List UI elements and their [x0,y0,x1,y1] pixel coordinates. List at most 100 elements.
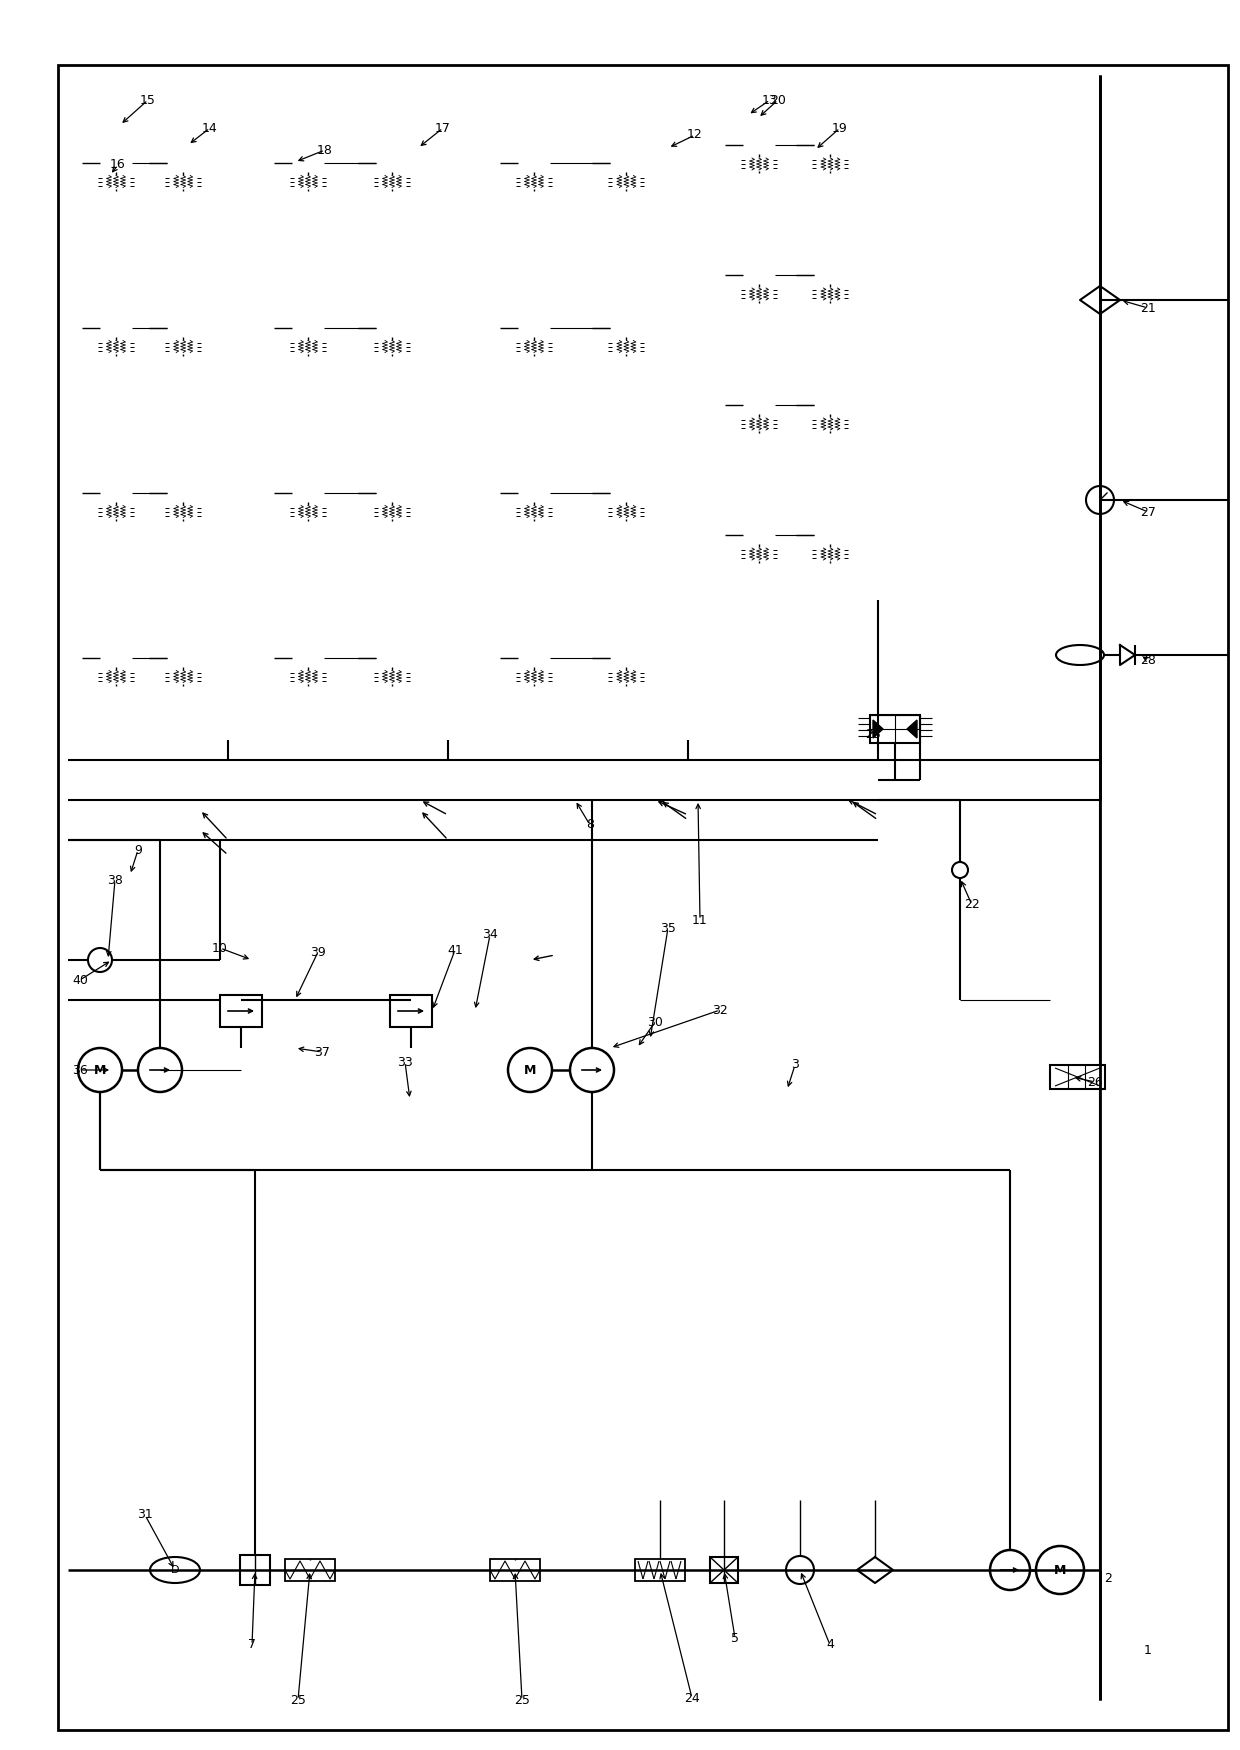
Text: 1: 1 [1145,1643,1152,1657]
Circle shape [1035,1545,1084,1594]
Text: 2: 2 [1104,1572,1112,1584]
Bar [351,654,358,662]
Bar [825,173,837,184]
Bar [295,175,321,189]
Text: 20: 20 [770,93,786,107]
Text: 14: 14 [202,121,218,135]
Bar [718,401,725,408]
Text: 7: 7 [248,1638,255,1652]
Bar [295,504,321,518]
Bar [103,340,129,354]
Circle shape [570,1048,614,1092]
Bar [74,159,82,166]
Bar [635,1559,684,1580]
Text: 11: 11 [692,914,708,926]
Bar [291,483,324,502]
Bar [585,324,593,331]
Text: 35: 35 [660,922,676,934]
Bar [351,488,358,495]
Bar [518,154,551,172]
Bar [528,191,539,201]
Bar [610,318,642,336]
Bar [219,996,262,1027]
Bar [521,340,547,354]
Bar [376,318,408,336]
Text: 39: 39 [310,945,326,959]
Bar [620,686,632,695]
Bar [267,488,274,495]
Bar [170,340,196,354]
Bar [110,686,122,695]
Bar [610,154,642,172]
Text: 24: 24 [684,1692,699,1704]
Bar [718,532,725,539]
Bar [303,520,314,530]
Bar [379,504,405,518]
Bar [379,670,405,684]
Text: 36: 36 [72,1064,88,1076]
Bar [753,432,765,443]
Bar [376,483,408,502]
Bar [753,564,765,572]
Bar [170,504,196,518]
Bar [295,340,321,354]
Bar [815,266,847,284]
Bar [825,303,837,313]
Bar [870,716,920,744]
Bar [103,175,129,189]
Bar [743,266,775,284]
Bar [291,649,324,667]
Text: 4: 4 [826,1638,835,1652]
Circle shape [88,949,112,971]
Bar [825,432,837,443]
Bar [815,527,847,544]
Circle shape [78,1048,122,1092]
Bar [143,159,149,166]
Bar [291,154,324,172]
Text: 32: 32 [712,1003,728,1017]
Bar [303,686,314,695]
Text: 18: 18 [317,144,332,156]
Ellipse shape [150,1558,200,1584]
Bar [790,271,796,278]
Bar [585,159,593,166]
Bar [170,175,196,189]
Bar [518,318,551,336]
Bar [614,340,640,354]
Bar [386,520,398,530]
Bar [528,520,539,530]
Bar [817,158,843,172]
Bar [351,324,358,331]
Bar [386,686,398,695]
Bar [825,564,837,572]
Bar [68,80,228,740]
Text: 34: 34 [482,929,498,942]
Bar [817,287,843,301]
Bar [267,324,274,331]
Bar [241,1556,270,1586]
Text: 25: 25 [290,1694,306,1706]
Text: 28: 28 [1140,653,1156,667]
Circle shape [508,1048,552,1092]
Bar [267,159,274,166]
Text: 5: 5 [732,1631,739,1645]
Text: 37: 37 [314,1045,330,1059]
Bar [143,324,149,331]
Bar [248,80,448,740]
Bar [376,649,408,667]
Bar [746,416,773,430]
Bar [74,488,82,495]
Bar [521,504,547,518]
Text: M: M [523,1064,536,1076]
Bar [494,488,500,495]
Text: 33: 33 [397,1055,413,1069]
Text: M: M [1054,1563,1066,1577]
Bar [100,649,131,667]
Circle shape [1086,487,1114,514]
Bar [267,654,274,662]
Bar [610,649,642,667]
Bar [790,532,796,539]
Bar [74,654,82,662]
Bar [518,649,551,667]
Bar [295,670,321,684]
